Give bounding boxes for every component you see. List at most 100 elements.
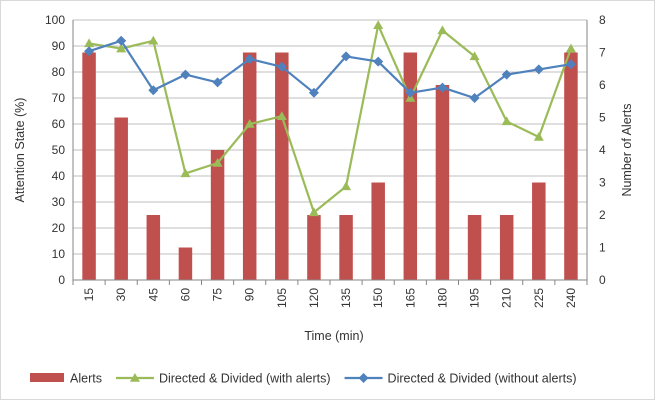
diamond-marker — [84, 46, 95, 57]
diamond-marker — [437, 82, 448, 93]
alert-bar — [114, 117, 128, 280]
alert-bar — [242, 52, 257, 280]
diamond-marker — [469, 93, 480, 103]
alert-bar — [564, 52, 578, 280]
alert-bar — [146, 215, 161, 280]
triangle-marker — [373, 20, 384, 29]
series-line — [88, 39, 572, 100]
x-tick-label: 120 — [307, 288, 321, 308]
x-tick-label: 195 — [468, 288, 482, 308]
triangle-marker — [276, 111, 287, 120]
y2-axis-title: Number of Alerts — [620, 103, 634, 196]
x-tick-label: 105 — [275, 288, 289, 308]
diamond-marker — [148, 85, 159, 96]
y-axis-title: Attention State (%) — [13, 98, 27, 203]
diamond-marker — [341, 51, 352, 62]
x-tick-label: 60 — [178, 288, 192, 302]
y-tick-label: 20 — [52, 221, 66, 235]
x-tick-label: 90 — [243, 288, 257, 302]
x-tick-label: 45 — [146, 288, 160, 302]
triangle-marker — [565, 43, 576, 53]
diamond-marker — [276, 61, 287, 72]
y-tick-label: 30 — [52, 195, 66, 209]
diamond-marker — [244, 54, 255, 64]
triangle-marker — [212, 158, 223, 167]
x-tick-label: 75 — [211, 288, 225, 302]
y2-tick-label: 3 — [599, 176, 606, 190]
triangle-marker — [116, 43, 127, 53]
y2-tick-label: 8 — [599, 13, 606, 27]
triangle-marker — [129, 373, 140, 382]
diamond-marker — [405, 87, 416, 98]
alert-bar — [307, 215, 321, 280]
x-tick-label: 30 — [114, 288, 128, 302]
y2-tick-label: 4 — [599, 143, 606, 157]
y-tick-label: 80 — [52, 65, 66, 79]
lines — [84, 20, 576, 217]
diamond-marker — [358, 373, 369, 383]
triangle-marker — [180, 168, 191, 178]
alert-bar — [467, 215, 482, 280]
diamond-marker — [501, 69, 512, 80]
diamond-marker — [212, 77, 223, 88]
alert-bar — [371, 182, 385, 280]
alert-bar — [532, 182, 546, 280]
x-axis-title: Time (min) — [304, 329, 363, 343]
triangle-marker — [84, 38, 95, 48]
alert-bar — [339, 215, 353, 280]
y-tick-label: 10 — [52, 247, 66, 261]
triangle-marker — [437, 25, 448, 35]
y2-tick-label: 1 — [599, 241, 606, 255]
triangle-marker — [244, 119, 255, 128]
y-tick-label: 50 — [52, 143, 66, 157]
y-tick-label: 60 — [52, 117, 66, 131]
triangle-marker — [533, 132, 544, 141]
x-tick-label: 165 — [403, 288, 417, 308]
x-tick-label: 150 — [371, 288, 385, 308]
y-tick-label: 90 — [52, 39, 66, 53]
legend-label: Directed & Divided (without alerts) — [388, 372, 577, 386]
diamond-marker — [565, 59, 576, 70]
triangle-marker — [148, 35, 159, 45]
alert-bar — [178, 247, 193, 280]
triangle-marker — [501, 116, 512, 126]
y2-tick-label: 7 — [599, 46, 606, 60]
axes — [72, 20, 588, 285]
y2-tick-label: 2 — [599, 208, 606, 222]
alerts-bars — [82, 52, 578, 280]
y2-tick-label: 0 — [599, 273, 606, 287]
x-tick-label: 240 — [564, 288, 578, 308]
alert-bar — [435, 85, 450, 280]
y2-tick-label: 5 — [599, 111, 606, 125]
diamond-marker — [533, 64, 544, 75]
y-tick-label: 70 — [52, 91, 66, 105]
triangle-marker — [308, 207, 319, 217]
x-tick-label: 15 — [82, 288, 96, 302]
x-tick-label: 135 — [339, 288, 353, 308]
alert-bar — [210, 150, 225, 280]
triangle-marker — [341, 181, 352, 191]
x-tick-label: 225 — [532, 288, 546, 308]
y-tick-label: 0 — [58, 273, 65, 287]
y2-tick-label: 6 — [599, 78, 606, 92]
x-tick-label: 210 — [500, 288, 514, 308]
y-tick-label: 100 — [45, 13, 65, 27]
legend-label: Alerts — [70, 372, 102, 386]
series-line — [88, 24, 572, 214]
diamond-marker — [373, 56, 384, 67]
triangle-marker — [469, 51, 480, 61]
alert-bar — [499, 215, 514, 280]
diamond-marker — [116, 35, 127, 46]
alert-bar — [403, 52, 418, 280]
alert-bar — [275, 52, 289, 280]
alert-bar — [82, 52, 96, 280]
x-tick-label: 180 — [435, 288, 449, 308]
legend-label: Directed & Divided (with alerts) — [159, 372, 331, 386]
diamond-marker — [308, 87, 319, 98]
legend-swatch-bar — [30, 373, 64, 382]
diamond-marker — [180, 69, 191, 80]
legend: Alerts Directed & Divided (with alerts) Di… — [30, 372, 577, 386]
